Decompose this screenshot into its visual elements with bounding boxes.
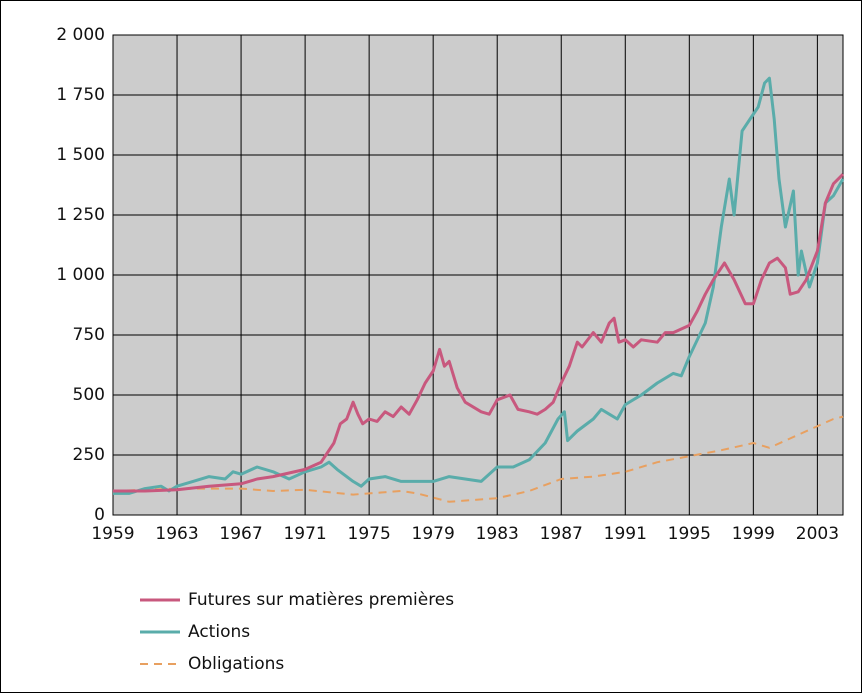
x-tick-label: 1983 <box>476 524 519 544</box>
series-line <box>113 76 845 495</box>
plot-border <box>112 34 844 516</box>
x-tick-label: 1971 <box>283 524 326 544</box>
x-tick-label: 1963 <box>155 524 198 544</box>
x-tick-label: 1987 <box>540 524 583 544</box>
legend-label: Obligations <box>188 654 284 674</box>
y-tick-label: 0 <box>94 505 105 525</box>
x-tick-label: 2003 <box>796 524 839 544</box>
y-tick-label: 250 <box>73 445 105 465</box>
legend-label: Futures sur matières premières <box>188 590 454 610</box>
y-tick-label: 1 000 <box>56 265 105 285</box>
x-tick-label: 1979 <box>412 524 455 544</box>
x-tick-label: 1991 <box>604 524 647 544</box>
x-tick-label: 1967 <box>219 524 262 544</box>
x-tick-label: 1999 <box>732 524 775 544</box>
x-tick-label: 1975 <box>348 524 391 544</box>
y-tick-label: 500 <box>73 385 105 405</box>
x-tick-label: 1959 <box>91 524 134 544</box>
y-tick-label: 2 000 <box>56 25 105 45</box>
y-tick-label: 750 <box>73 325 105 345</box>
y-tick-label: 1 500 <box>56 145 105 165</box>
legend-label: Actions <box>188 622 250 642</box>
y-tick-label: 1 750 <box>56 85 105 105</box>
y-tick-label: 1 250 <box>56 205 105 225</box>
x-tick-label: 1995 <box>668 524 711 544</box>
series-line <box>113 173 845 493</box>
